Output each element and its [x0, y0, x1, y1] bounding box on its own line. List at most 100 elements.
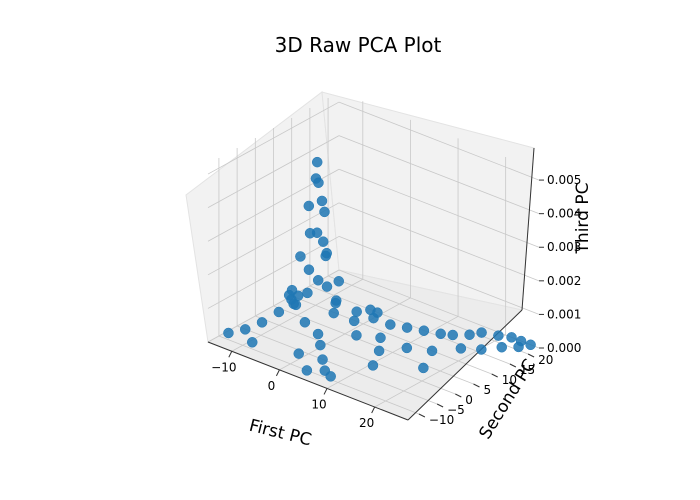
data-point [385, 319, 396, 330]
data-point [367, 360, 379, 371]
z-tick-label: 0.002 [547, 274, 581, 288]
data-point [493, 330, 504, 341]
axis-panes [185, 91, 535, 421]
data-point [426, 345, 438, 357]
x-tick-mark [275, 369, 280, 377]
data-point [455, 343, 467, 354]
data-points [223, 156, 536, 382]
y-axis-line [407, 309, 523, 421]
data-point [333, 276, 345, 287]
data-point [303, 200, 315, 212]
data-point [525, 339, 536, 351]
data-point [315, 339, 326, 351]
x-tick-label: −10 [211, 360, 236, 374]
data-point [373, 345, 385, 357]
y-axis-title: Second PC [475, 356, 540, 443]
data-point [320, 250, 331, 262]
x-tick-mark [371, 406, 376, 414]
x-tick-label: 10 [311, 397, 326, 411]
z-gridline-back [338, 202, 540, 282]
data-point [348, 315, 360, 327]
data-point [239, 324, 251, 335]
data-point [223, 327, 234, 339]
z-tick-label: 0.000 [547, 341, 581, 355]
y-gridline-floor [291, 295, 492, 375]
data-point [375, 332, 386, 344]
data-point [283, 289, 295, 301]
data-point [464, 329, 475, 340]
data-point [316, 195, 328, 207]
data-point [301, 365, 313, 376]
y-tick-label: 5 [484, 383, 492, 397]
z-tick-label: 0.005 [547, 173, 581, 187]
y-tick-mark [455, 393, 462, 398]
data-point [312, 328, 324, 340]
y-tick-label: −10 [429, 413, 454, 427]
data-point [496, 341, 508, 353]
z-gridline-left [207, 101, 340, 175]
y-gridline-floor [327, 275, 529, 355]
data-point [330, 297, 341, 309]
y-tick-label: 10 [502, 373, 517, 387]
data-point [247, 337, 258, 348]
data-point [302, 287, 313, 299]
x-tick-mark [228, 351, 233, 358]
z-tick-label: 0.001 [547, 307, 581, 321]
data-point [317, 236, 329, 247]
z-gridline-left [207, 202, 340, 276]
y-tick-label: 20 [538, 353, 553, 367]
data-point [295, 251, 306, 262]
y-tick-mark [491, 373, 498, 378]
z-axis-title: Third PC [573, 183, 593, 255]
data-point [351, 330, 362, 341]
z-gridline-left [207, 135, 340, 209]
data-point [303, 264, 315, 275]
data-point [328, 307, 339, 319]
data-point [401, 342, 413, 354]
data-point [476, 327, 487, 338]
z-tick-label: 0.004 [547, 207, 581, 221]
y-gridline-floor [236, 325, 438, 405]
data-point [418, 362, 429, 374]
z-gridline-left [207, 236, 340, 309]
data-point [325, 371, 336, 382]
data-point [256, 317, 268, 328]
data-point [476, 344, 487, 355]
data-point [506, 332, 517, 343]
x-axis-title: First PC [247, 416, 313, 451]
y-tick-label: 0 [465, 393, 473, 407]
z-axis-line [521, 147, 535, 311]
y-tick-mark [473, 383, 480, 388]
data-point [317, 354, 328, 365]
y-tick-mark [436, 403, 444, 408]
grid-lines [207, 98, 540, 415]
z-gridline-back [338, 269, 540, 349]
y-gridline-floor [255, 315, 456, 395]
y-gridline-floor [218, 335, 420, 415]
x-tick-mark [323, 388, 328, 395]
z-gridline-back [338, 168, 540, 248]
data-point [418, 325, 430, 336]
y-tick-mark [509, 363, 517, 368]
z-tick-label: 0.003 [547, 240, 581, 254]
data-point [273, 306, 285, 318]
data-point [401, 322, 413, 333]
y-tick-label: −5 [447, 403, 465, 417]
z-gridline-back [338, 236, 540, 315]
data-point [299, 317, 311, 328]
x-tick-label: 0 [268, 379, 276, 393]
z-gridline-back [338, 135, 540, 215]
data-point [513, 341, 524, 353]
data-point [351, 306, 362, 317]
data-point [312, 275, 324, 286]
data-point [435, 328, 446, 340]
data-point [319, 206, 330, 218]
z-gridline-back [338, 101, 540, 181]
data-point [311, 156, 323, 168]
data-point [447, 329, 458, 341]
data-point [321, 281, 333, 292]
y-tick-mark [527, 353, 535, 358]
